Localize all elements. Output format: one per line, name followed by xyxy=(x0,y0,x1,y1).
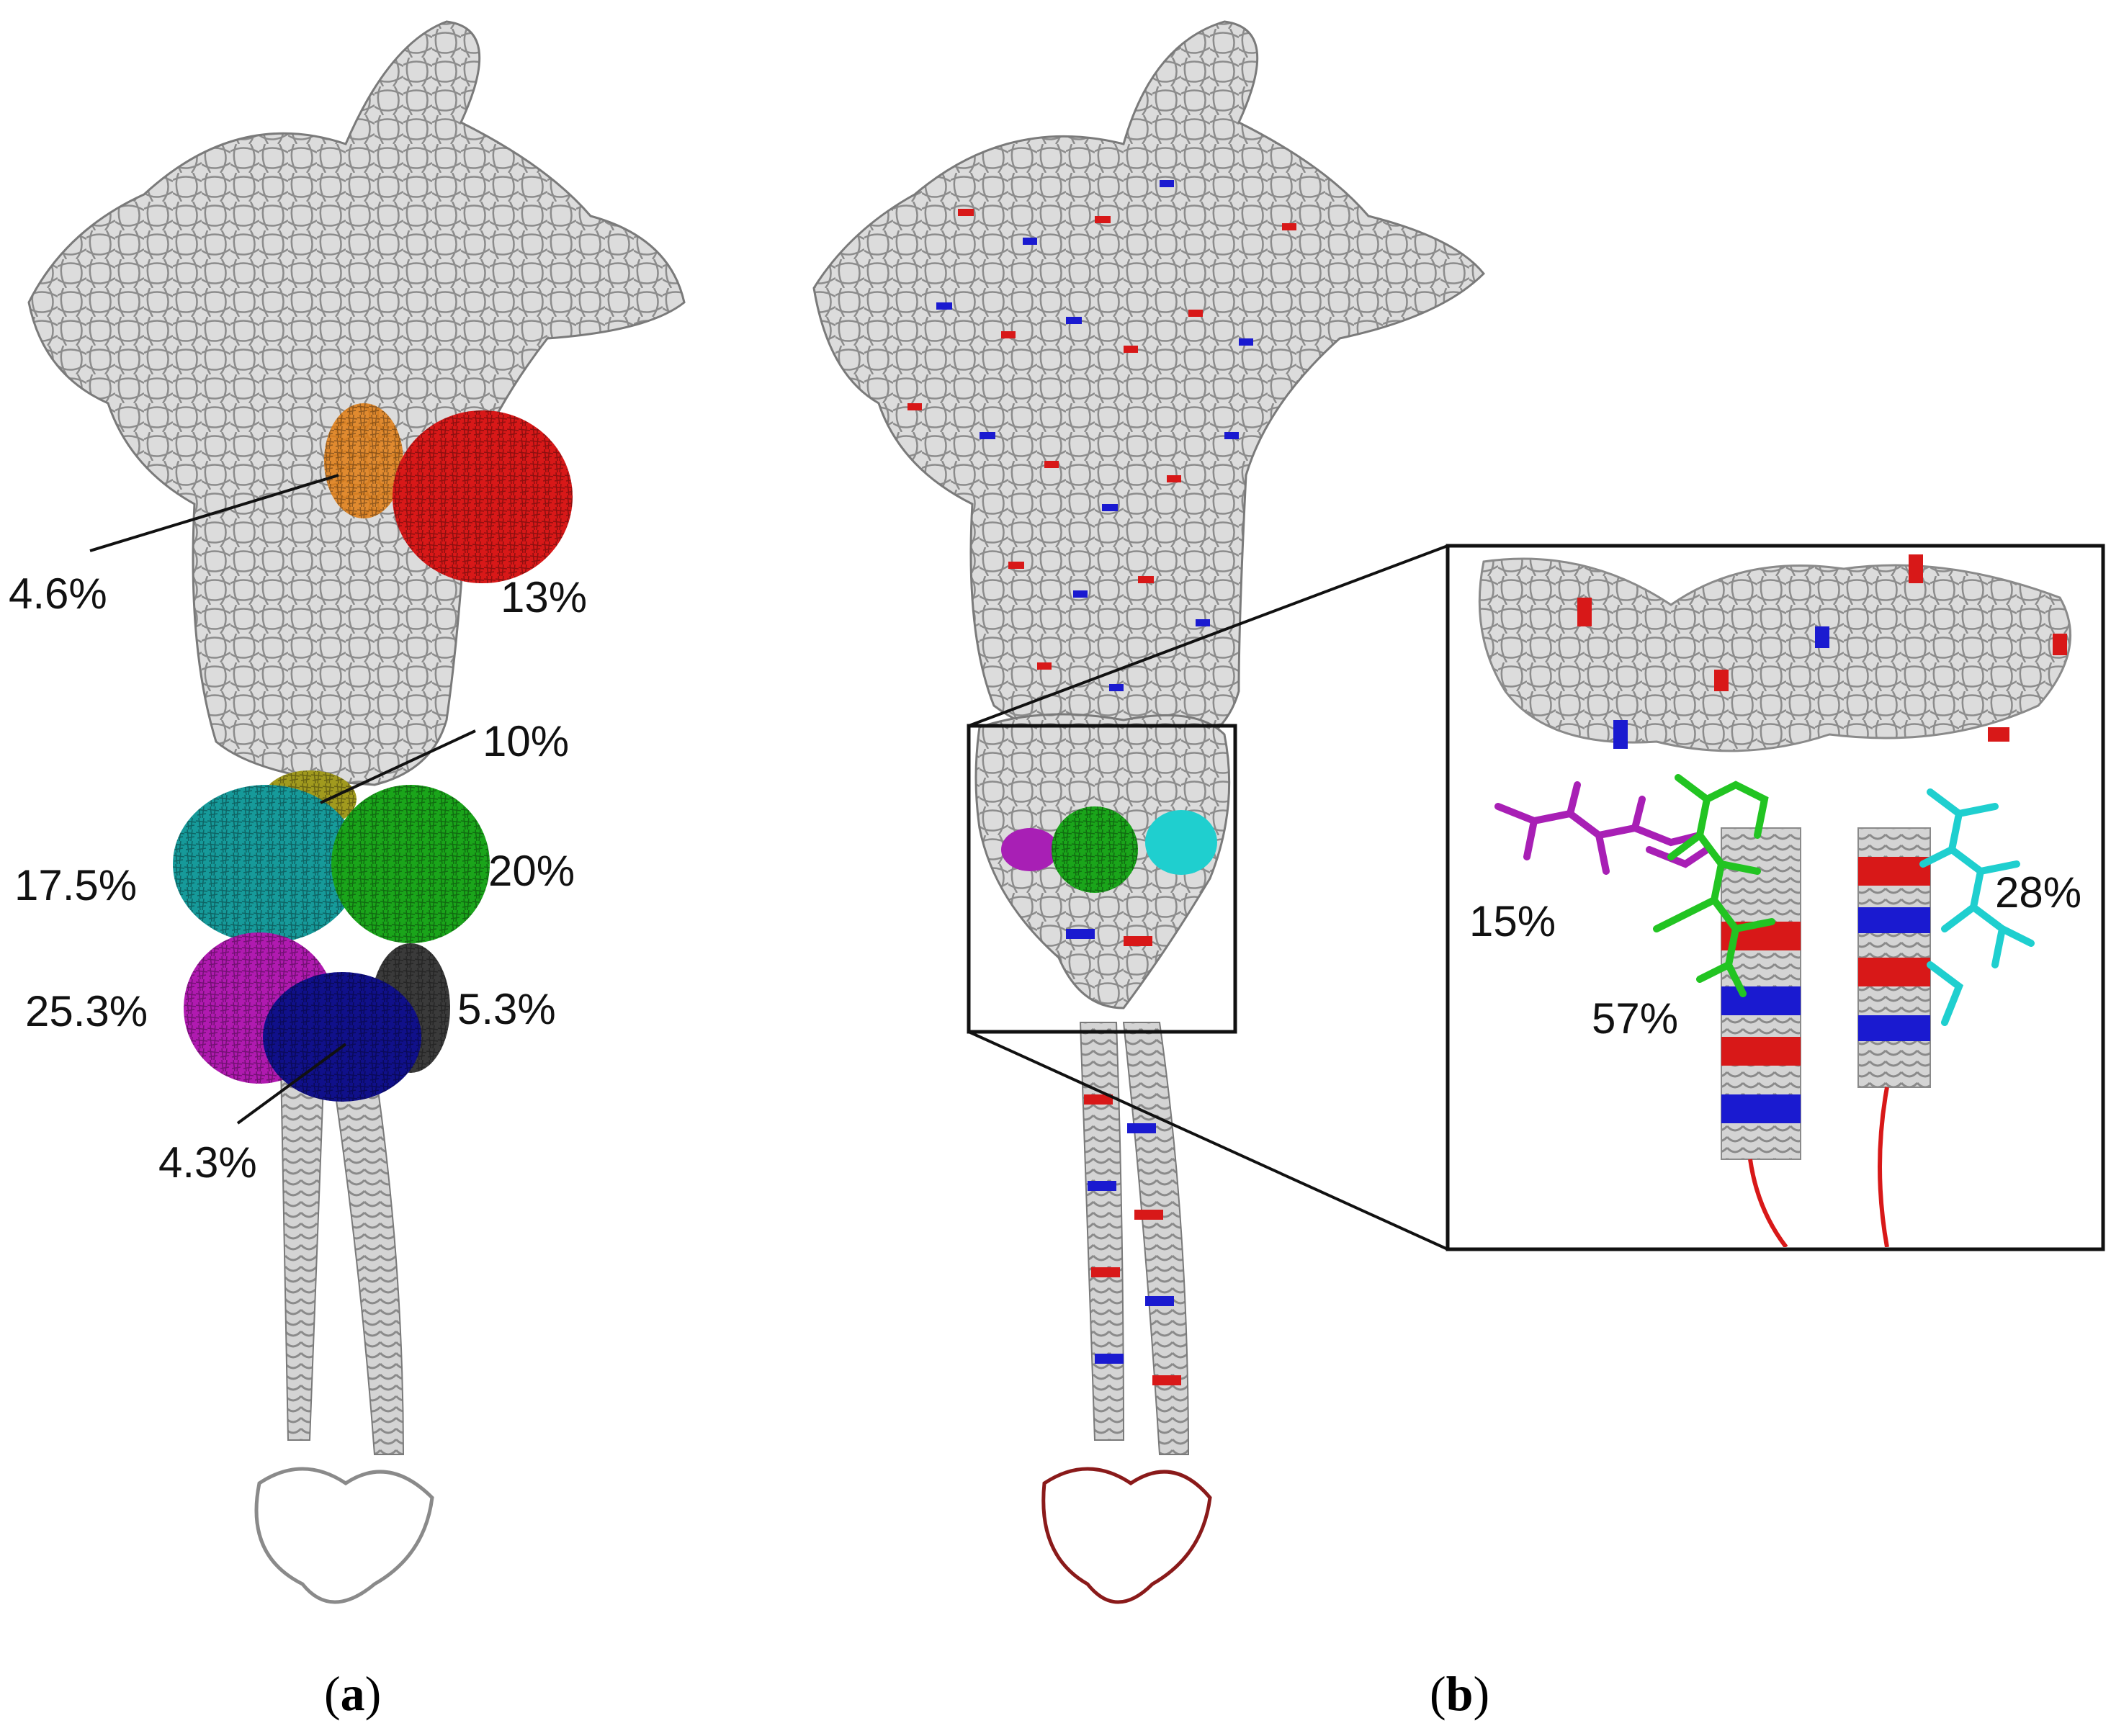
ligand-cyan xyxy=(1919,788,2035,1026)
inset-helix-right xyxy=(1857,827,1931,1088)
stem-helix-left-a xyxy=(279,1065,326,1441)
zoom-box xyxy=(967,724,1237,1034)
zoom-connector-bottom xyxy=(968,1030,1448,1251)
zoom-connector-top xyxy=(968,544,1448,727)
spike-head-a xyxy=(27,20,686,786)
label-57: 57% xyxy=(1592,994,1678,1043)
spike-protein-b xyxy=(812,20,1486,1604)
inset-helix-left xyxy=(1721,827,1801,1160)
label-10: 10% xyxy=(483,717,569,765)
inset-beta-sheets xyxy=(1478,557,2072,752)
stem-tail-a xyxy=(254,1467,434,1604)
panel-b: 15% 57% 28% (b) xyxy=(812,20,2105,1721)
stem-helix-left-b xyxy=(1079,1022,1125,1441)
label-25-3: 25.3% xyxy=(25,987,148,1035)
cluster-red xyxy=(393,410,573,583)
stem-helix-right-a xyxy=(330,1065,405,1455)
cluster-orange xyxy=(324,403,403,518)
cluster-navy xyxy=(263,972,421,1102)
inset-loop-bottom xyxy=(1748,1087,1889,1247)
leader-line-4-6 xyxy=(89,474,339,552)
panel-label-a: (a) xyxy=(324,1666,381,1721)
leader-line-10 xyxy=(320,729,476,804)
label-5-3: 5.3% xyxy=(457,985,556,1033)
ligand-magenta xyxy=(1494,781,1711,875)
ligand-green xyxy=(1653,774,1775,997)
cluster-green xyxy=(331,785,490,943)
label-15: 15% xyxy=(1469,897,1556,945)
spike-head-b xyxy=(812,20,1486,757)
label-4-3: 4.3% xyxy=(158,1138,257,1187)
spike-protein-a xyxy=(27,20,686,1604)
ligand-cluster-b xyxy=(1001,806,1217,893)
stem-helix-right-b xyxy=(1122,1022,1190,1455)
cluster-teal xyxy=(173,785,360,943)
label-13: 13% xyxy=(501,573,587,621)
label-17-5: 17.5% xyxy=(14,861,137,909)
label-20: 20% xyxy=(488,847,575,895)
panel-label-b: (b) xyxy=(1430,1666,1489,1721)
panel-a: 4.6% 13% 10% 17.5% 20% 25.3% 5.3% 4.3% (… xyxy=(9,20,686,1721)
stem-tail-b xyxy=(1041,1467,1212,1604)
leader-line-4-3 xyxy=(236,1043,347,1125)
inset-panel: 15% 57% 28% xyxy=(1446,544,2105,1251)
label-4-6: 4.6% xyxy=(9,570,107,618)
residue-highlights-b xyxy=(907,180,1296,1385)
label-28: 28% xyxy=(1995,868,2081,917)
